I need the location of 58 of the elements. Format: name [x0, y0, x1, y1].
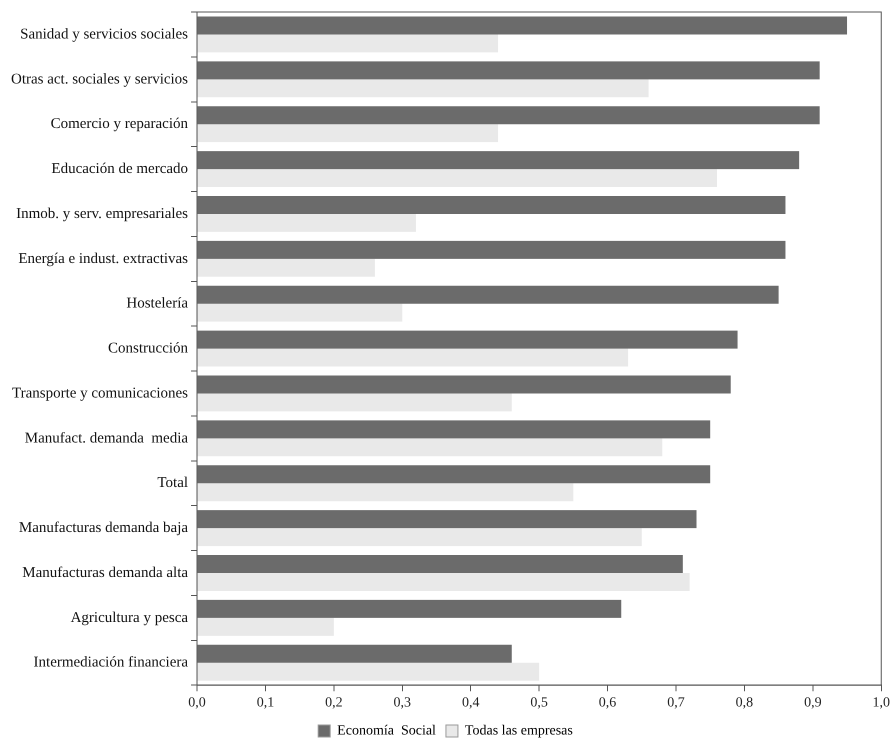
y-tick-label: Hostelería: [126, 296, 188, 312]
x-tick-label: 0,5: [530, 695, 548, 710]
x-tick-label: 0,1: [256, 695, 274, 710]
x-tick-label: 0,6: [598, 695, 616, 710]
bar: [198, 528, 642, 546]
y-tick-label: Manufact. demanda media: [24, 430, 188, 446]
y-tick-label: Manufacturas demanda alta: [22, 564, 188, 581]
x-tick-label: 0,2: [325, 695, 343, 710]
bar: [198, 61, 820, 80]
bar: [198, 555, 683, 573]
bar: [198, 304, 402, 322]
bar: [198, 618, 334, 636]
y-tick-label: Energía e indust. extractivas: [18, 250, 188, 267]
bar: [198, 258, 375, 277]
y-tick-label: Sanidad y servicios sociales: [20, 26, 188, 42]
bar: [198, 16, 848, 34]
bar: [198, 438, 662, 456]
bar: [198, 465, 710, 484]
bar: [198, 106, 820, 124]
bar: [198, 393, 512, 412]
bar: [198, 573, 690, 591]
bar: [198, 214, 416, 232]
bar: [198, 600, 622, 618]
bar: [198, 376, 731, 394]
y-tick-label: Intermediación financiera: [34, 654, 188, 671]
y-tick-label: Total: [157, 475, 188, 492]
bar: [198, 286, 779, 304]
bar: [198, 79, 649, 98]
bar: [198, 420, 710, 438]
y-tick-label: Construcción: [108, 340, 189, 357]
bar: [198, 240, 786, 259]
x-tick-label: 0,8: [736, 695, 754, 710]
y-tick-label: Educación de mercado: [51, 161, 188, 178]
x-tick-label: 0,4: [462, 695, 480, 710]
bar: [198, 644, 512, 663]
bar: [198, 662, 540, 681]
y-tick-label: Inmob. y serv. empresariales: [16, 206, 188, 222]
bar: [198, 330, 738, 349]
y-tick-label: Manufacturas demanda baja: [18, 520, 188, 536]
x-tick-label: 1,0: [872, 695, 890, 710]
bar: [198, 510, 697, 528]
y-tick-label: Agricultura y pesca: [70, 610, 188, 626]
legend-label: Todas las empresas: [464, 724, 573, 739]
bar: [198, 169, 718, 188]
bar: [198, 151, 800, 170]
bar: [198, 348, 628, 367]
y-tick-label: Comercio y reparación: [50, 116, 189, 132]
bar: [198, 124, 498, 142]
y-tick-label: Otras act. sociales y servicios: [10, 71, 188, 88]
x-tick-label: 0,9: [804, 695, 822, 710]
bar: [198, 483, 574, 502]
bar: [198, 196, 786, 214]
x-tick-label: 0,7: [667, 695, 685, 710]
x-tick-label: 0,0: [188, 695, 206, 710]
bar: [198, 34, 498, 52]
legend-label: Economía Social: [337, 724, 436, 739]
y-tick-label: Transporte y comunicaciones: [12, 385, 188, 402]
x-tick-label: 0,3: [394, 695, 412, 710]
